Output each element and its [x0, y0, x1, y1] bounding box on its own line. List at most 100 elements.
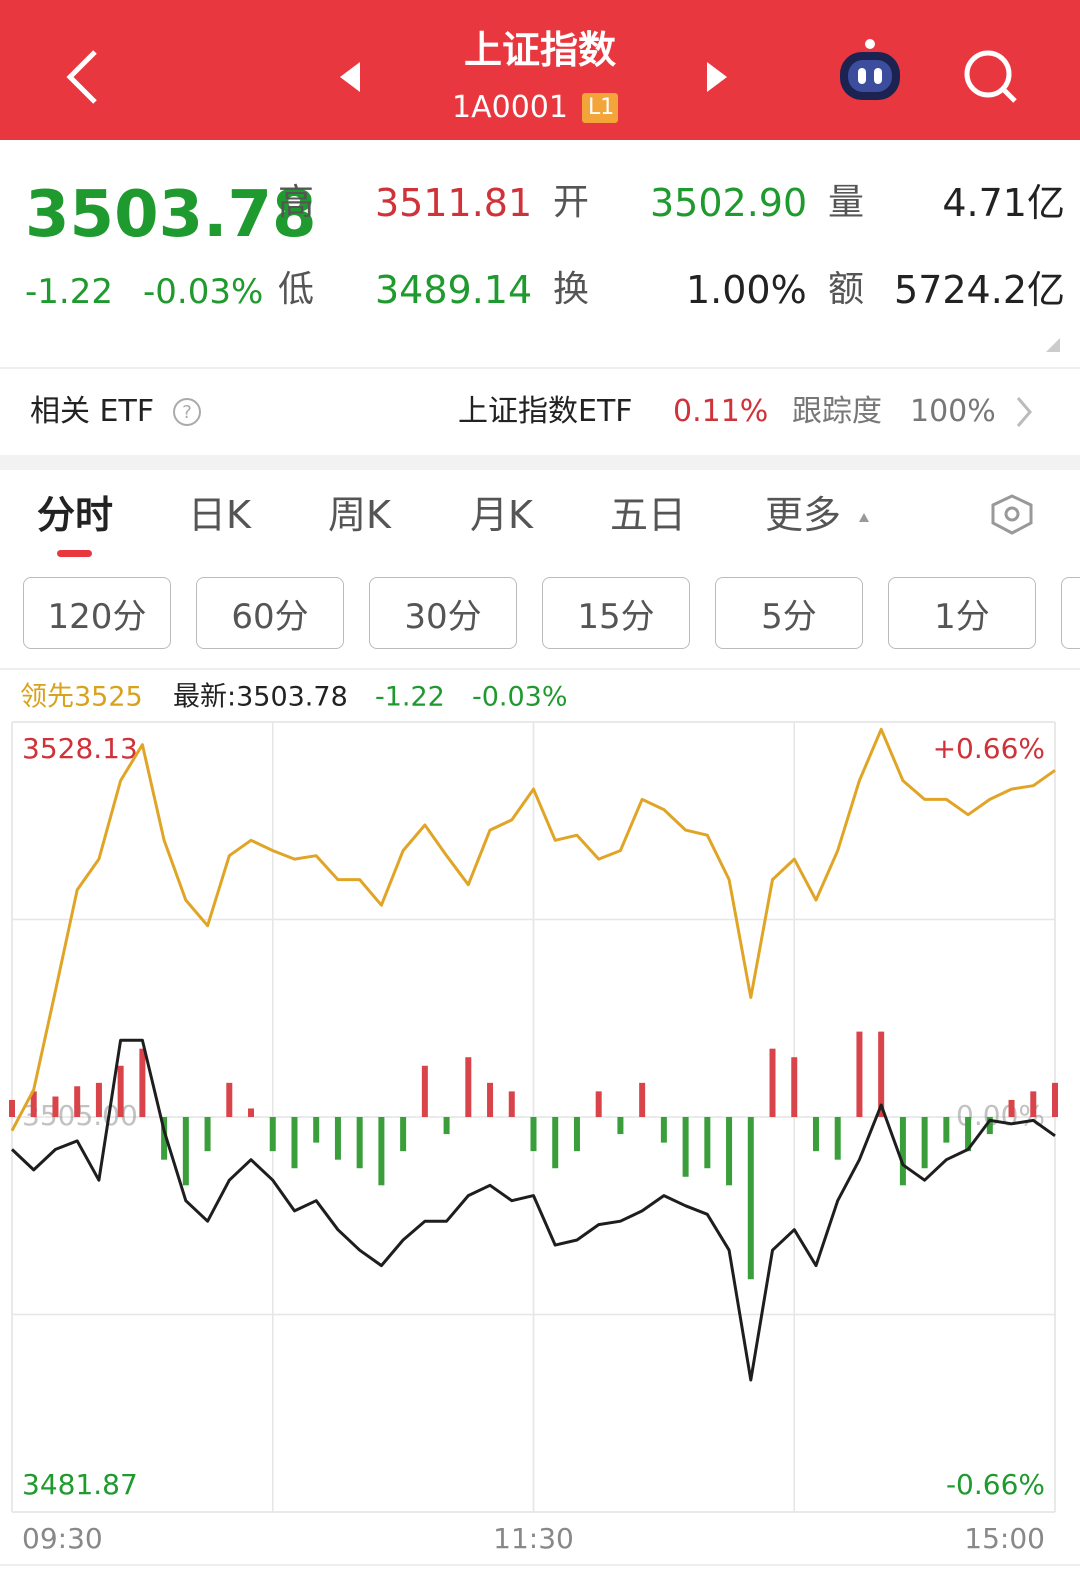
period-button-partial[interactable] [1061, 577, 1080, 649]
flow-bar [878, 1031, 885, 1117]
prev-button[interactable] [340, 62, 360, 92]
flow-bar [248, 1108, 255, 1117]
etf-name[interactable]: 上证指数ETF [458, 394, 633, 429]
help-icon[interactable] [173, 398, 201, 426]
flow-bar [356, 1117, 363, 1169]
flow-bar [704, 1117, 711, 1169]
x-tick-label: 15:00 [964, 1522, 1045, 1555]
flow-bar [573, 1117, 580, 1152]
next-button[interactable] [707, 62, 727, 92]
tab[interactable]: 分时 [37, 493, 114, 537]
latest-change-pct: -0.03% [472, 681, 568, 713]
period-button[interactable]: 5分 [715, 577, 863, 649]
flow-bar [9, 1099, 15, 1117]
flow-bar [682, 1117, 689, 1177]
title: 上证指数 [463, 28, 616, 72]
stat-value: 3502.90 [650, 181, 808, 225]
flow-bar [812, 1117, 819, 1152]
etf-arrow[interactable] [1016, 397, 1032, 427]
change: -1.22 [25, 272, 113, 312]
flow-bar [182, 1117, 189, 1186]
flow-bar [508, 1091, 515, 1117]
tab[interactable]: 五日 [610, 493, 687, 537]
settings-button[interactable] [991, 494, 1033, 535]
flow-bar [595, 1091, 602, 1117]
flow-bar [747, 1117, 754, 1280]
stat-value: 1.00% [686, 268, 807, 312]
etf-change: 0.11% [673, 394, 769, 429]
stat-label: 量 [828, 182, 865, 223]
dividers: ? [0, 338, 1080, 470]
flow-bar [421, 1065, 428, 1117]
flow-bar [52, 1096, 59, 1117]
flow-bar [965, 1117, 972, 1152]
flow-bar [639, 1082, 646, 1117]
flow-bar [726, 1117, 733, 1186]
flow-bar [139, 1048, 146, 1117]
tab[interactable]: 更多 [765, 493, 842, 537]
y-tick-label: 3481.87 [22, 1468, 138, 1501]
expand-corner[interactable] [1046, 338, 1060, 352]
flow-bar [552, 1117, 559, 1169]
tracking-value: 100% [910, 394, 996, 429]
flow-bar [313, 1117, 320, 1143]
flow-bar [291, 1117, 298, 1169]
settings-dot [1004, 506, 1020, 522]
flow-bar [834, 1117, 841, 1160]
flow-bar [856, 1031, 863, 1117]
flow-bar [95, 1082, 102, 1117]
flow-bar [899, 1117, 906, 1186]
stat-label: 高 [278, 182, 315, 223]
divider [0, 668, 1080, 670]
assistant-icon[interactable] [840, 39, 900, 100]
period-button[interactable]: 30分 [369, 577, 517, 649]
period-button[interactable]: 60分 [196, 577, 344, 649]
latest-change: -1.22 [375, 681, 445, 713]
tab[interactable]: 周K [328, 493, 391, 537]
code: 1A0001 [452, 90, 568, 125]
etf-label: 相关 ETF [30, 394, 155, 429]
flow-bar [769, 1048, 776, 1117]
flow-bar [921, 1117, 928, 1169]
y2-tick-label: -0.66% [946, 1468, 1045, 1501]
tab-indicator [57, 550, 92, 557]
stat-label: 额 [828, 269, 865, 310]
flow-bar [204, 1117, 211, 1152]
level-badge-bg [582, 93, 618, 123]
flow-bar [400, 1117, 407, 1152]
search-button[interactable] [964, 50, 1017, 103]
tab-decor [57, 494, 1033, 557]
stat-value: 3489.14 [375, 268, 533, 312]
flow-bar [660, 1117, 667, 1143]
flow-bar [791, 1057, 798, 1117]
flow-bar [117, 1065, 124, 1117]
flow-bar [986, 1117, 993, 1135]
flow-bar [30, 1091, 37, 1117]
latest-info: 最新:3503.78 [173, 681, 348, 713]
flow-bar [487, 1082, 494, 1117]
stat-label: 开 [553, 182, 590, 223]
lead-info: 领先3525 [20, 681, 143, 713]
stat-label: 低 [278, 269, 315, 310]
period-button[interactable]: 120分 [23, 577, 171, 649]
flow-bar [943, 1117, 950, 1143]
change-pct: -0.03% [143, 272, 264, 312]
flow-bar [1030, 1091, 1037, 1117]
stat-value: 3511.81 [375, 181, 533, 225]
tab[interactable]: 月K [470, 493, 533, 537]
y-tick-label: 3528.13 [22, 732, 138, 765]
flow-bar [378, 1117, 385, 1186]
stat-value: 4.71亿 [942, 181, 1065, 225]
flow-bar [1052, 1082, 1058, 1117]
flow-bar [74, 1086, 81, 1117]
tracking-label: 跟踪度 [792, 394, 882, 429]
back-button[interactable] [66, 50, 97, 104]
price-line [10, 1038, 1056, 1382]
section-gap [0, 455, 1080, 470]
tab[interactable]: 日K [188, 493, 251, 537]
help-icon-mark: ? [182, 402, 192, 423]
period-button[interactable]: 1分 [888, 577, 1036, 649]
period-button[interactable]: 15分 [542, 577, 690, 649]
